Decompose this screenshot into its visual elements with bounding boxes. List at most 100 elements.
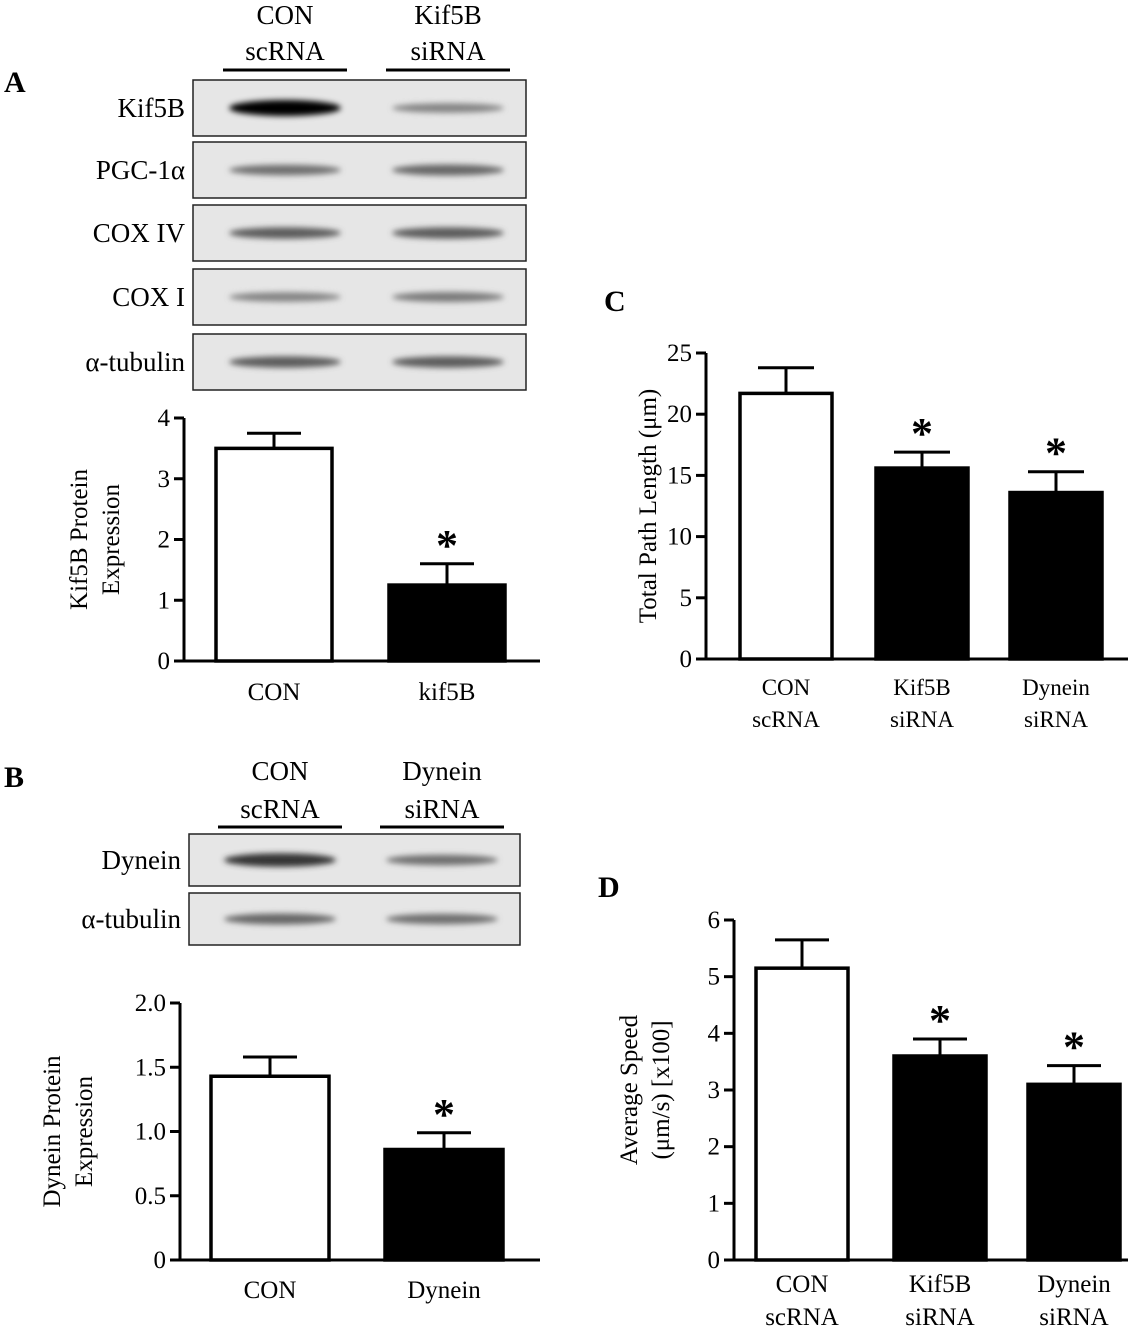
significance-star: * [436,521,458,570]
y-axis-title: Expression [98,483,125,595]
bar [874,466,970,661]
y-axis-title: (μm/s) [x100] [648,1020,675,1159]
blot-band [392,356,504,368]
blot-band [392,292,504,302]
category-label: Kif5B [909,1271,972,1298]
blot-band [229,227,341,239]
lane-header-line2: siRNA [410,36,486,66]
bar [892,1054,988,1262]
y-tick-label: 1 [708,1190,721,1217]
y-axis-title: Average Speed [616,1014,643,1165]
bar-chart-panel-d: 0 1 2 3 4 5 6 Average Speed (μm/s) [x100] CON scRN… [616,907,1128,1329]
blot-band [392,103,504,113]
significance-star: * [911,409,933,458]
y-tick-label: 1.5 [135,1054,166,1081]
bar [387,583,507,663]
category-label: siRNA [890,707,954,732]
y-tick-label: 4 [708,1020,721,1047]
blot-band [224,913,336,925]
significance-star: * [433,1090,455,1139]
y-tick-label: 2 [158,527,171,554]
y-tick-label: 6 [708,907,721,934]
blot-band [229,100,341,116]
blot-label: α-tubulin [81,904,181,934]
blot-band [229,292,341,302]
category-label: Dynein [1022,675,1090,700]
y-tick-label: 1.0 [135,1119,166,1146]
y-tick-label: 0 [708,1247,721,1274]
y-tick-label: 0 [158,648,171,675]
bar-chart-panel-a: 0 1 2 3 4 Kif5B Protein Expression CON * kif5B [66,405,540,706]
panel-letter-d: D [598,871,620,904]
lane-header-line2: siRNA [404,794,480,824]
y-tick-label: 2 [708,1134,721,1161]
significance-star: * [1063,1023,1085,1072]
bar [1026,1082,1122,1262]
y-tick-label: 10 [667,524,692,551]
category-label: siRNA [905,1304,974,1329]
y-axis-title: Kif5B Protein [66,469,93,610]
y-tick-label: 0 [680,646,693,673]
western-blot-panel-a: CON scRNA Kif5B siRNA Kif5B PGC-1α COX IV COX I… [85,0,527,391]
bar [214,446,334,663]
category-label: Dynein [407,1277,481,1304]
blot-label: PGC-1α [96,155,185,185]
y-axis-title: Expression [71,1075,98,1187]
blot-label: Dynein [102,845,182,875]
y-tick-label: 20 [667,401,692,428]
blot-band [386,854,498,866]
bar [738,391,834,661]
y-tick-label: 4 [158,405,171,432]
category-label: siRNA [1039,1304,1108,1329]
lane-header-line2: scRNA [240,794,320,824]
bar-chart-panel-b: 0 0.5 1.0 1.5 2.0 Dynein Protein Expression CON… [39,990,540,1304]
category-label: CON [248,679,301,706]
panel-letter-a: A [4,66,26,99]
blot-label: Kif5B [118,93,186,123]
blot-band [229,356,341,368]
lane-header-line2: scRNA [245,36,325,66]
bar [1008,490,1104,661]
y-tick-label: 25 [667,340,692,367]
blot-band [392,227,504,239]
y-tick-label: 3 [708,1077,721,1104]
y-tick-label: 2.0 [135,990,166,1017]
blot-band [392,164,504,176]
y-tick-label: 15 [667,462,692,489]
category-label: scRNA [752,707,820,732]
category-label: CON [776,1271,829,1298]
category-label: scRNA [765,1304,839,1329]
bar [209,1074,331,1262]
category-label: kif5B [419,679,476,706]
lane-header-line1: Kif5B [414,0,482,30]
y-tick-label: 1 [158,587,171,614]
blot-label: COX I [112,282,185,312]
blot-band [229,164,341,176]
blot-label: COX IV [93,218,186,248]
category-label: CON [244,1277,297,1304]
y-tick-label: 5 [708,964,721,991]
bar [383,1147,505,1262]
category-label: siRNA [1024,707,1088,732]
blot-band [386,913,498,925]
blot-label: α-tubulin [85,347,185,377]
panel-letter-b: B [4,761,24,794]
significance-star: * [929,996,951,1045]
lane-header-line1: Dynein [402,756,482,786]
significance-star: * [1045,429,1067,478]
y-axis-title: Total Path Length (μm) [635,389,662,624]
y-tick-label: 5 [680,585,693,612]
y-tick-label: 3 [158,466,171,493]
category-label: Kif5B [893,675,951,700]
panel-letter-c: C [604,285,626,318]
y-tick-label: 0 [154,1247,167,1274]
lane-header-line1: CON [251,756,308,786]
y-axis-title: Dynein Protein [39,1055,66,1208]
western-blot-panel-b: CON scRNA Dynein siRNA Dynein α-tubulin [81,756,521,946]
bar [754,966,850,1262]
y-tick-label: 0.5 [135,1183,166,1210]
category-label: CON [762,675,811,700]
lane-header-line1: CON [256,0,313,30]
